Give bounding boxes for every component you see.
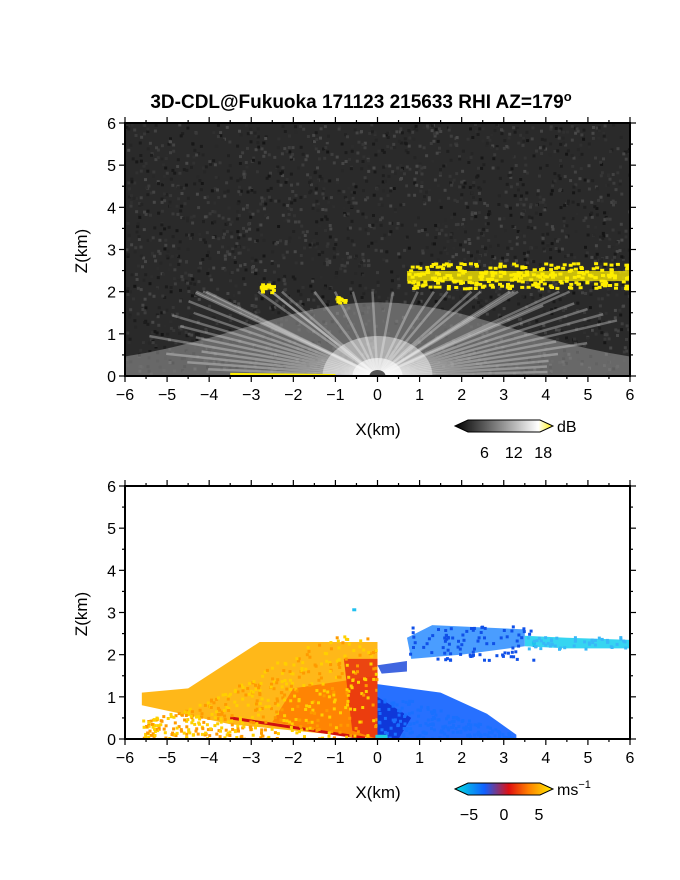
x-tick-label: 4 — [541, 750, 550, 767]
x-tick-label: −5 — [158, 387, 176, 404]
y-tick-label: 3 — [107, 606, 116, 623]
x-tick-label: 0 — [373, 750, 382, 767]
velocity-y-label: Z(km) — [72, 592, 91, 636]
x-tick-label: 3 — [499, 387, 508, 404]
velocity-region — [377, 625, 536, 674]
velocity-region — [375, 684, 517, 739]
x-tick-label: −1 — [326, 750, 344, 767]
x-tick-label: −3 — [242, 387, 260, 404]
colorbar-tick-label: 6 — [480, 445, 489, 462]
velocity-colorbar-bar — [453, 782, 555, 796]
y-tick-label: 4 — [107, 200, 116, 217]
x-tick-label: −4 — [200, 387, 218, 404]
colorbar-tick-label: 12 — [505, 445, 523, 462]
backscatter-heatmap — [125, 123, 630, 376]
velocity-region — [141, 635, 379, 739]
x-tick-label: 3 — [499, 750, 508, 767]
x-tick-label: −2 — [284, 750, 302, 767]
y-tick-label: 5 — [107, 521, 116, 538]
backscatter-y-label: Z(km) — [72, 229, 91, 273]
cloud-feature — [335, 298, 344, 301]
velocity-heatmap — [141, 608, 630, 739]
figure-title: 3D-CDL@Fukuoka 171123 215633 RHI AZ=179o — [150, 89, 571, 113]
x-tick-label: −6 — [116, 387, 134, 404]
y-tick-label: 2 — [107, 648, 116, 665]
y-tick-label: 6 — [107, 116, 116, 133]
x-tick-label: −2 — [284, 387, 302, 404]
colorbar-tick-label: −5 — [460, 807, 478, 824]
x-tick-label: 0 — [373, 387, 382, 404]
x-tick-label: 6 — [626, 750, 635, 767]
backscatter-colorbar: dB 6 12 18 — [453, 419, 577, 462]
x-tick-label: 4 — [541, 387, 550, 404]
y-tick-label: 1 — [107, 690, 116, 707]
x-tick-label: 1 — [415, 387, 424, 404]
velocity-x-label: X(km) — [355, 783, 400, 802]
backscatter-axes: −6 −5 −4 −3 −2 −1 0 1 2 3 4 5 6 0 1 2 3 4 5 6 — [107, 116, 636, 404]
colorbar-tick-label: 5 — [535, 807, 544, 824]
velocity-region — [524, 635, 630, 651]
x-tick-label: 5 — [583, 750, 592, 767]
x-tick-label: 6 — [626, 387, 635, 404]
backscatter-colorbar-bar — [453, 419, 555, 433]
y-tick-label: 4 — [107, 563, 116, 580]
cloud-feature — [259, 286, 273, 290]
velocity-axes: −6 −5 −4 −3 −2 −1 0 1 2 3 4 5 6 0 1 2 3 4 5 6 — [107, 479, 636, 767]
y-tick-label: 0 — [107, 732, 116, 749]
x-tick-label: −3 — [242, 750, 260, 767]
x-tick-label: 1 — [415, 750, 424, 767]
x-tick-label: −5 — [158, 750, 176, 767]
x-tick-label: −1 — [326, 387, 344, 404]
velocity-colorbar-unit: ms−1 — [557, 779, 591, 799]
x-tick-label: 2 — [457, 387, 466, 404]
y-tick-label: 3 — [107, 243, 116, 260]
velocity-colorbar: ms−1 −5 0 5 — [453, 779, 591, 824]
x-tick-label: 2 — [457, 750, 466, 767]
backscatter-colorbar-unit: dB — [557, 419, 577, 436]
colorbar-tick-label: 18 — [534, 445, 552, 462]
colorbar-tick-label: 0 — [500, 807, 509, 824]
x-tick-label: 5 — [583, 387, 592, 404]
x-tick-label: −4 — [200, 750, 218, 767]
y-tick-label: 1 — [107, 327, 116, 344]
y-tick-label: 2 — [107, 285, 116, 302]
y-tick-label: 6 — [107, 479, 116, 496]
backscatter-x-label: X(km) — [355, 420, 400, 439]
y-tick-label: 0 — [107, 369, 116, 386]
cloud-feature — [406, 271, 630, 282]
velocity-panel: −6 −5 −4 −3 −2 −1 0 1 2 3 4 5 6 0 1 2 3 4 5 6 X(km) Z(km) m… — [72, 479, 636, 824]
y-tick-label: 5 — [107, 158, 116, 175]
x-tick-label: −6 — [116, 750, 134, 767]
